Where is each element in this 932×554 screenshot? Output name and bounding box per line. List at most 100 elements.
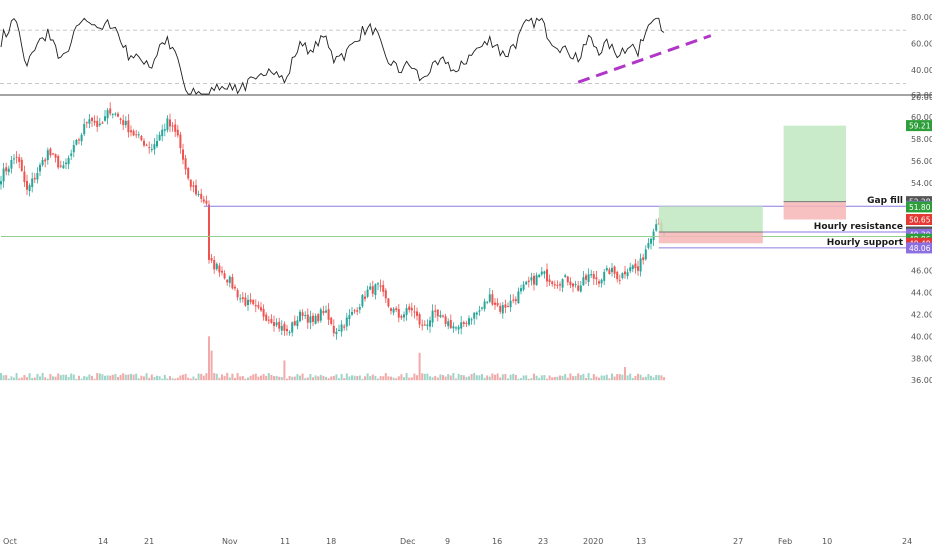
candle-body-28 — [72, 145, 75, 153]
candle-body-43 — [111, 113, 114, 115]
volume-bar-27 — [70, 373, 73, 381]
time-tick-label-11[interactable]: 13 — [636, 537, 646, 546]
candle-body-109 — [283, 323, 286, 331]
price-tick-label-8[interactable]: 40.00 — [911, 332, 932, 341]
volume-bar-178 — [462, 375, 465, 381]
candle-body-193 — [501, 305, 504, 314]
candle-body-218 — [566, 276, 569, 283]
volume-bar-26 — [67, 376, 70, 381]
volume-bar-197 — [512, 373, 515, 381]
time-tick-label-3[interactable]: Nov — [222, 537, 238, 546]
volume-bar-50 — [130, 373, 132, 381]
candle-body-89 — [231, 277, 234, 289]
volume-bar-6 — [15, 373, 18, 381]
time-tick-label-7[interactable]: 9 — [445, 537, 450, 546]
candle-body-195 — [507, 306, 509, 308]
volume-bar-213 — [553, 376, 556, 381]
candle-body-4 — [10, 160, 13, 169]
price-tick-label-7[interactable]: 42.00 — [911, 310, 932, 319]
candle-body-247 — [642, 257, 645, 261]
volume-bar-208 — [540, 375, 543, 381]
volume-bar-234 — [608, 378, 611, 381]
volume-bar-12 — [31, 377, 34, 381]
volume-bar-245 — [637, 373, 639, 381]
volume-bar-161 — [418, 352, 421, 381]
volume-bar-97 — [252, 374, 255, 381]
price-pane[interactable] — [0, 102, 665, 381]
candle-body-2 — [5, 167, 8, 172]
time-tick-label-5[interactable]: 18 — [326, 537, 336, 546]
volume-bar-212 — [551, 377, 554, 381]
price-tick-label-5[interactable]: 46.00 — [911, 267, 932, 276]
rsi-tick-label-1[interactable]: 60.00 — [911, 40, 932, 49]
candle-body-22 — [57, 156, 60, 168]
price-axis[interactable]: 62.00 60.00 58.00 56.00 54.00 46.00 44.00 42.00… — [906, 13, 932, 385]
price-tick-label-6[interactable]: 44.00 — [911, 288, 932, 297]
price-tick-label-3[interactable]: 56.00 — [911, 157, 932, 166]
time-tick-label-13[interactable]: Feb — [778, 537, 792, 546]
volume-bar-224 — [582, 373, 585, 381]
time-tick-label-4[interactable]: 11 — [280, 537, 290, 546]
volume-bar-200 — [520, 378, 522, 381]
volume-bar-151 — [392, 377, 395, 381]
volume-bar-185 — [481, 374, 483, 381]
volume-bar-168 — [436, 377, 439, 381]
volume-bar-247 — [642, 377, 645, 381]
annotation-1: Hourly resistance — [814, 222, 903, 232]
time-tick-label-10[interactable]: 2020 — [583, 537, 603, 546]
time-tick-label-0[interactable]: Oct — [3, 537, 17, 546]
time-axis[interactable]: Oct 14 21 Nov 11 18 Dec 9 16 23 2020 13 27 Feb 10 24 — [3, 537, 912, 546]
candle-body-7 — [18, 157, 21, 162]
candle-body-159 — [413, 311, 416, 313]
volume-bar-55 — [143, 376, 145, 381]
volume-bar-20 — [52, 376, 54, 381]
candle-body-68 — [176, 129, 179, 136]
candle-body-19 — [49, 148, 52, 156]
volume-bar-202 — [525, 375, 528, 381]
time-tick-label-8[interactable]: 16 — [492, 537, 502, 546]
volume-bar-171 — [444, 376, 447, 381]
rsi-tick-label-3[interactable]: 20.00 — [911, 93, 932, 102]
time-tick-label-2[interactable]: 21 — [144, 537, 154, 546]
price-tick-label-9[interactable]: 38.00 — [911, 354, 932, 363]
rsi-tick-label-0[interactable]: 80.00 — [911, 13, 932, 22]
price-tick-label-2[interactable]: 58.00 — [911, 135, 932, 144]
volume-bar-181 — [470, 374, 473, 381]
volume-bar-153 — [397, 376, 400, 381]
volume-bar-51 — [132, 374, 135, 381]
volume-bar-52 — [135, 373, 138, 381]
volume-bar-106 — [275, 375, 278, 381]
price-tick-label-0[interactable]: 62.00 — [911, 91, 932, 100]
volume-bar-109 — [283, 360, 286, 381]
candle-body-153 — [397, 309, 400, 318]
candle-body-34 — [88, 119, 91, 124]
volume-bar-68 — [176, 377, 179, 381]
candle-body-160 — [416, 311, 418, 316]
time-tick-label-1[interactable]: 14 — [98, 537, 108, 546]
candle-body-64 — [166, 118, 169, 131]
price-tick-label-4[interactable]: 54.00 — [911, 179, 932, 188]
time-tick-label-12[interactable]: 27 — [733, 537, 743, 546]
time-tick-label-14[interactable]: 10 — [822, 537, 832, 546]
candle-body-211 — [548, 279, 551, 283]
price-tick-label-10[interactable]: 36.00 — [911, 376, 932, 385]
rsi-tick-label-2[interactable]: 40.00 — [911, 66, 932, 75]
rsi-pane[interactable] — [0, 17, 932, 96]
volume-bar-43 — [111, 374, 114, 381]
time-tick-label-6[interactable]: Dec — [400, 537, 415, 546]
candle-body-234 — [608, 269, 611, 274]
volume-bar-75 — [195, 378, 197, 381]
candle-body-39 — [101, 122, 104, 124]
volume-bar-54 — [140, 375, 143, 381]
volume-bar-159 — [413, 373, 416, 381]
candle-body-225 — [585, 275, 587, 280]
volume-bar-42 — [109, 375, 112, 381]
candle-body-244 — [634, 263, 637, 269]
time-tick-label-15[interactable]: 24 — [902, 537, 912, 546]
price-tick-label-1[interactable]: 60.00 — [911, 113, 932, 122]
volume-bar-179 — [465, 376, 468, 381]
volume-bar-47 — [122, 373, 125, 381]
time-tick-label-9[interactable]: 23 — [538, 537, 548, 546]
